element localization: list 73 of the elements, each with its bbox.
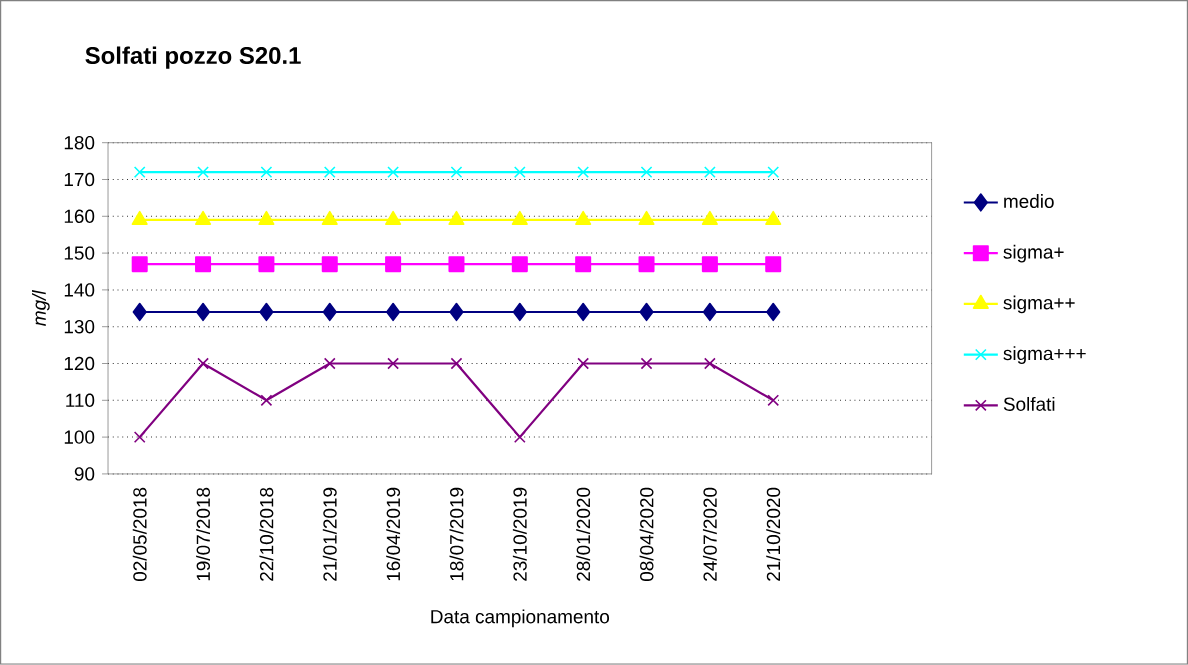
y-tick-label: 130 xyxy=(64,320,95,334)
y-tick-label: 170 xyxy=(64,172,95,187)
point xyxy=(701,256,718,273)
point xyxy=(766,302,781,322)
point xyxy=(132,302,147,322)
point xyxy=(387,357,400,370)
x-tick-label: 02/05/2018 xyxy=(132,487,147,582)
x-tick-label: 19/07/2018 xyxy=(196,487,211,581)
legend-label: Solfati xyxy=(1003,397,1055,412)
point xyxy=(260,394,273,407)
point xyxy=(512,302,527,322)
legend-label: sigma++ xyxy=(1003,295,1075,314)
point xyxy=(765,256,782,273)
legend-label: medio xyxy=(1004,194,1054,209)
point xyxy=(197,166,209,179)
x-tick-label: 21/10/2020 xyxy=(766,487,781,581)
point xyxy=(195,256,212,273)
point xyxy=(703,166,716,179)
x-tick-label: 16/04/2019 xyxy=(386,488,401,581)
point xyxy=(767,394,780,407)
point xyxy=(387,166,400,179)
point xyxy=(639,302,654,322)
point xyxy=(576,302,591,322)
x-tick-label: 24/07/2020 xyxy=(702,487,717,581)
point xyxy=(259,302,274,322)
point xyxy=(385,256,402,273)
point xyxy=(703,357,716,370)
legend-label: sigma+ xyxy=(1003,245,1064,263)
x-axis-title: Data campionamento xyxy=(431,609,610,628)
legend-label: sigma+++ xyxy=(1003,346,1086,365)
point xyxy=(513,431,526,444)
point xyxy=(767,166,780,179)
point xyxy=(448,256,465,273)
point xyxy=(702,302,717,322)
x-tick-label: 28/01/2020 xyxy=(576,487,591,581)
point xyxy=(577,166,590,179)
x-tick-label: 23/10/2019 xyxy=(512,488,527,581)
point xyxy=(322,302,337,322)
point xyxy=(258,256,275,273)
point xyxy=(133,431,146,444)
point xyxy=(386,302,401,322)
x-tick-label: 22/10/2018 xyxy=(259,487,274,581)
point xyxy=(131,256,148,273)
y-tick-label: 150 xyxy=(64,246,95,260)
point xyxy=(640,166,653,179)
point xyxy=(511,256,528,273)
point xyxy=(323,357,336,370)
x-tick-label: 08/04/2020 xyxy=(639,487,654,582)
y-tick-label: 140 xyxy=(64,283,95,297)
point xyxy=(577,357,590,370)
point xyxy=(195,302,211,322)
y-tick-label: 180 xyxy=(64,136,95,150)
y-tick-label: 160 xyxy=(64,209,95,224)
y-tick-label: 100 xyxy=(64,430,95,444)
point xyxy=(513,166,526,179)
point xyxy=(321,256,338,273)
y-tick-label: 120 xyxy=(64,356,95,371)
point xyxy=(640,357,653,370)
point xyxy=(323,166,336,179)
point xyxy=(638,256,655,273)
point xyxy=(450,357,463,370)
x-tick-label: 21/01/2019 xyxy=(322,488,337,581)
point xyxy=(260,166,273,179)
y-axis-title: mg/l xyxy=(32,290,50,327)
point xyxy=(450,166,463,179)
y-tick-label: 90 xyxy=(74,467,95,481)
chart-title: Solfati pozzo S20.1 xyxy=(85,46,301,69)
point xyxy=(133,166,146,179)
y-tick-label: 110 xyxy=(66,393,95,408)
point xyxy=(197,357,209,370)
point xyxy=(575,256,592,273)
point xyxy=(449,302,464,322)
x-tick-label: 18/07/2019 xyxy=(449,488,464,581)
